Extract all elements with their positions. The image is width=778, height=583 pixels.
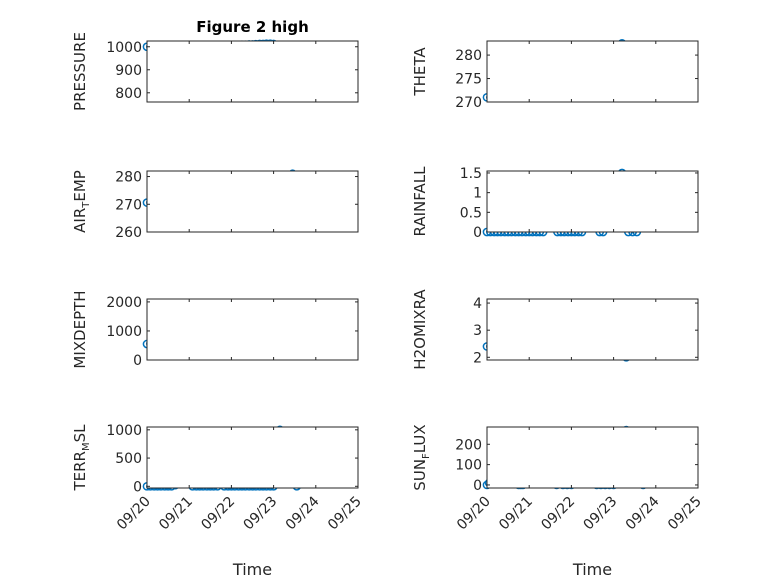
y-tick-label: 1000 [106,324,142,340]
y-tick-label: 0 [473,225,482,241]
x-tick-label: 09/24 [283,493,323,533]
axes-frame [146,426,359,489]
y-tick-label: 1000 [106,423,142,439]
y-tick-label: 500 [115,451,142,467]
x-tick-label: 09/24 [623,493,663,533]
y-axis-label: RAINFALL [411,166,429,237]
subplot-8: 0 100 200 09/20 09/21 09/22 09/23 09/24 09/25 Tim… [411,424,705,579]
y-tick-label: 0.5 [460,205,482,221]
x-tick-label: 09/20 [454,494,494,534]
y-tick-label: 0 [133,479,142,495]
y-axis-label: THETA [411,47,429,97]
y-tick-label: 800 [115,86,142,102]
y-tick-label: 2 [473,350,482,366]
x-tick-label: 09/25 [325,494,365,534]
x-tick-label: 09/20 [114,494,154,534]
x-axis-label: Time [232,560,272,579]
y-tick-label: 260 [115,225,142,241]
x-axis-label: Time [572,560,612,579]
axes-frame [486,426,699,489]
x-tick-label: 09/21 [156,494,196,534]
axes-frame [146,170,359,233]
subplot-1: 800 900 1000 PRESSURE Figure 2 high [71,18,359,111]
x-tick-label: 09/21 [496,494,536,534]
chart-title: Figure 2 high [196,18,309,36]
x-tick-label: 09/23 [581,494,621,534]
y-axis-label: PRESSURE [71,32,89,111]
y-tick-label: 275 [455,72,482,88]
y-tick-label: 0 [133,353,142,369]
y-axis-label: MIXDEPTH [71,290,89,368]
axes-frame [486,298,699,361]
axes-frame [486,40,699,103]
subplot-6: 2 3 4 H2OMIXRA [411,289,699,370]
y-tick-label: 280 [115,170,142,186]
axes-frame [146,40,359,103]
subplot-7: 0 500 1000 09/20 09/21 09/22 09/23 09/24 09/25 Ti… [71,423,365,579]
subplot-2: 270 275 280 THETA [411,38,699,111]
y-tick-label: 1000 [106,40,142,56]
y-tick-label: 1.5 [460,166,482,182]
y-tick-label: 270 [455,95,482,111]
x-tick-label: 09/23 [241,494,281,534]
y-tick-label: 1 [473,186,482,202]
y-tick-label: 2000 [106,295,142,311]
y-tick-label: 200 [455,437,482,453]
y-axis-label: SUNFLUX [411,424,432,490]
axes-frame [146,298,359,361]
y-tick-label: 280 [455,48,482,64]
y-tick-label: 3 [473,323,482,339]
subplot-5: 0 1000 2000 MIXDEPTH [71,290,359,369]
y-axis-label: TERRMSL [71,424,92,492]
y-tick-label: 4 [473,296,482,312]
y-axis-label: H2OMIXRA [411,289,429,370]
y-tick-label: 270 [115,197,142,213]
x-tick-label: 09/25 [665,494,705,534]
subplot-4: 0 0.5 1 1.5 RAINFALL [411,166,699,241]
subplot-3: 260 270 280 AIRTEMP [71,169,359,241]
y-tick-label: 100 [455,458,482,474]
axes-frame [486,170,699,233]
y-axis-label: AIRTEMP [71,170,92,233]
y-tick-label: 0 [473,478,482,494]
x-tick-label: 09/22 [538,494,578,534]
x-tick-label: 09/22 [198,494,238,534]
y-tick-label: 900 [115,63,142,79]
